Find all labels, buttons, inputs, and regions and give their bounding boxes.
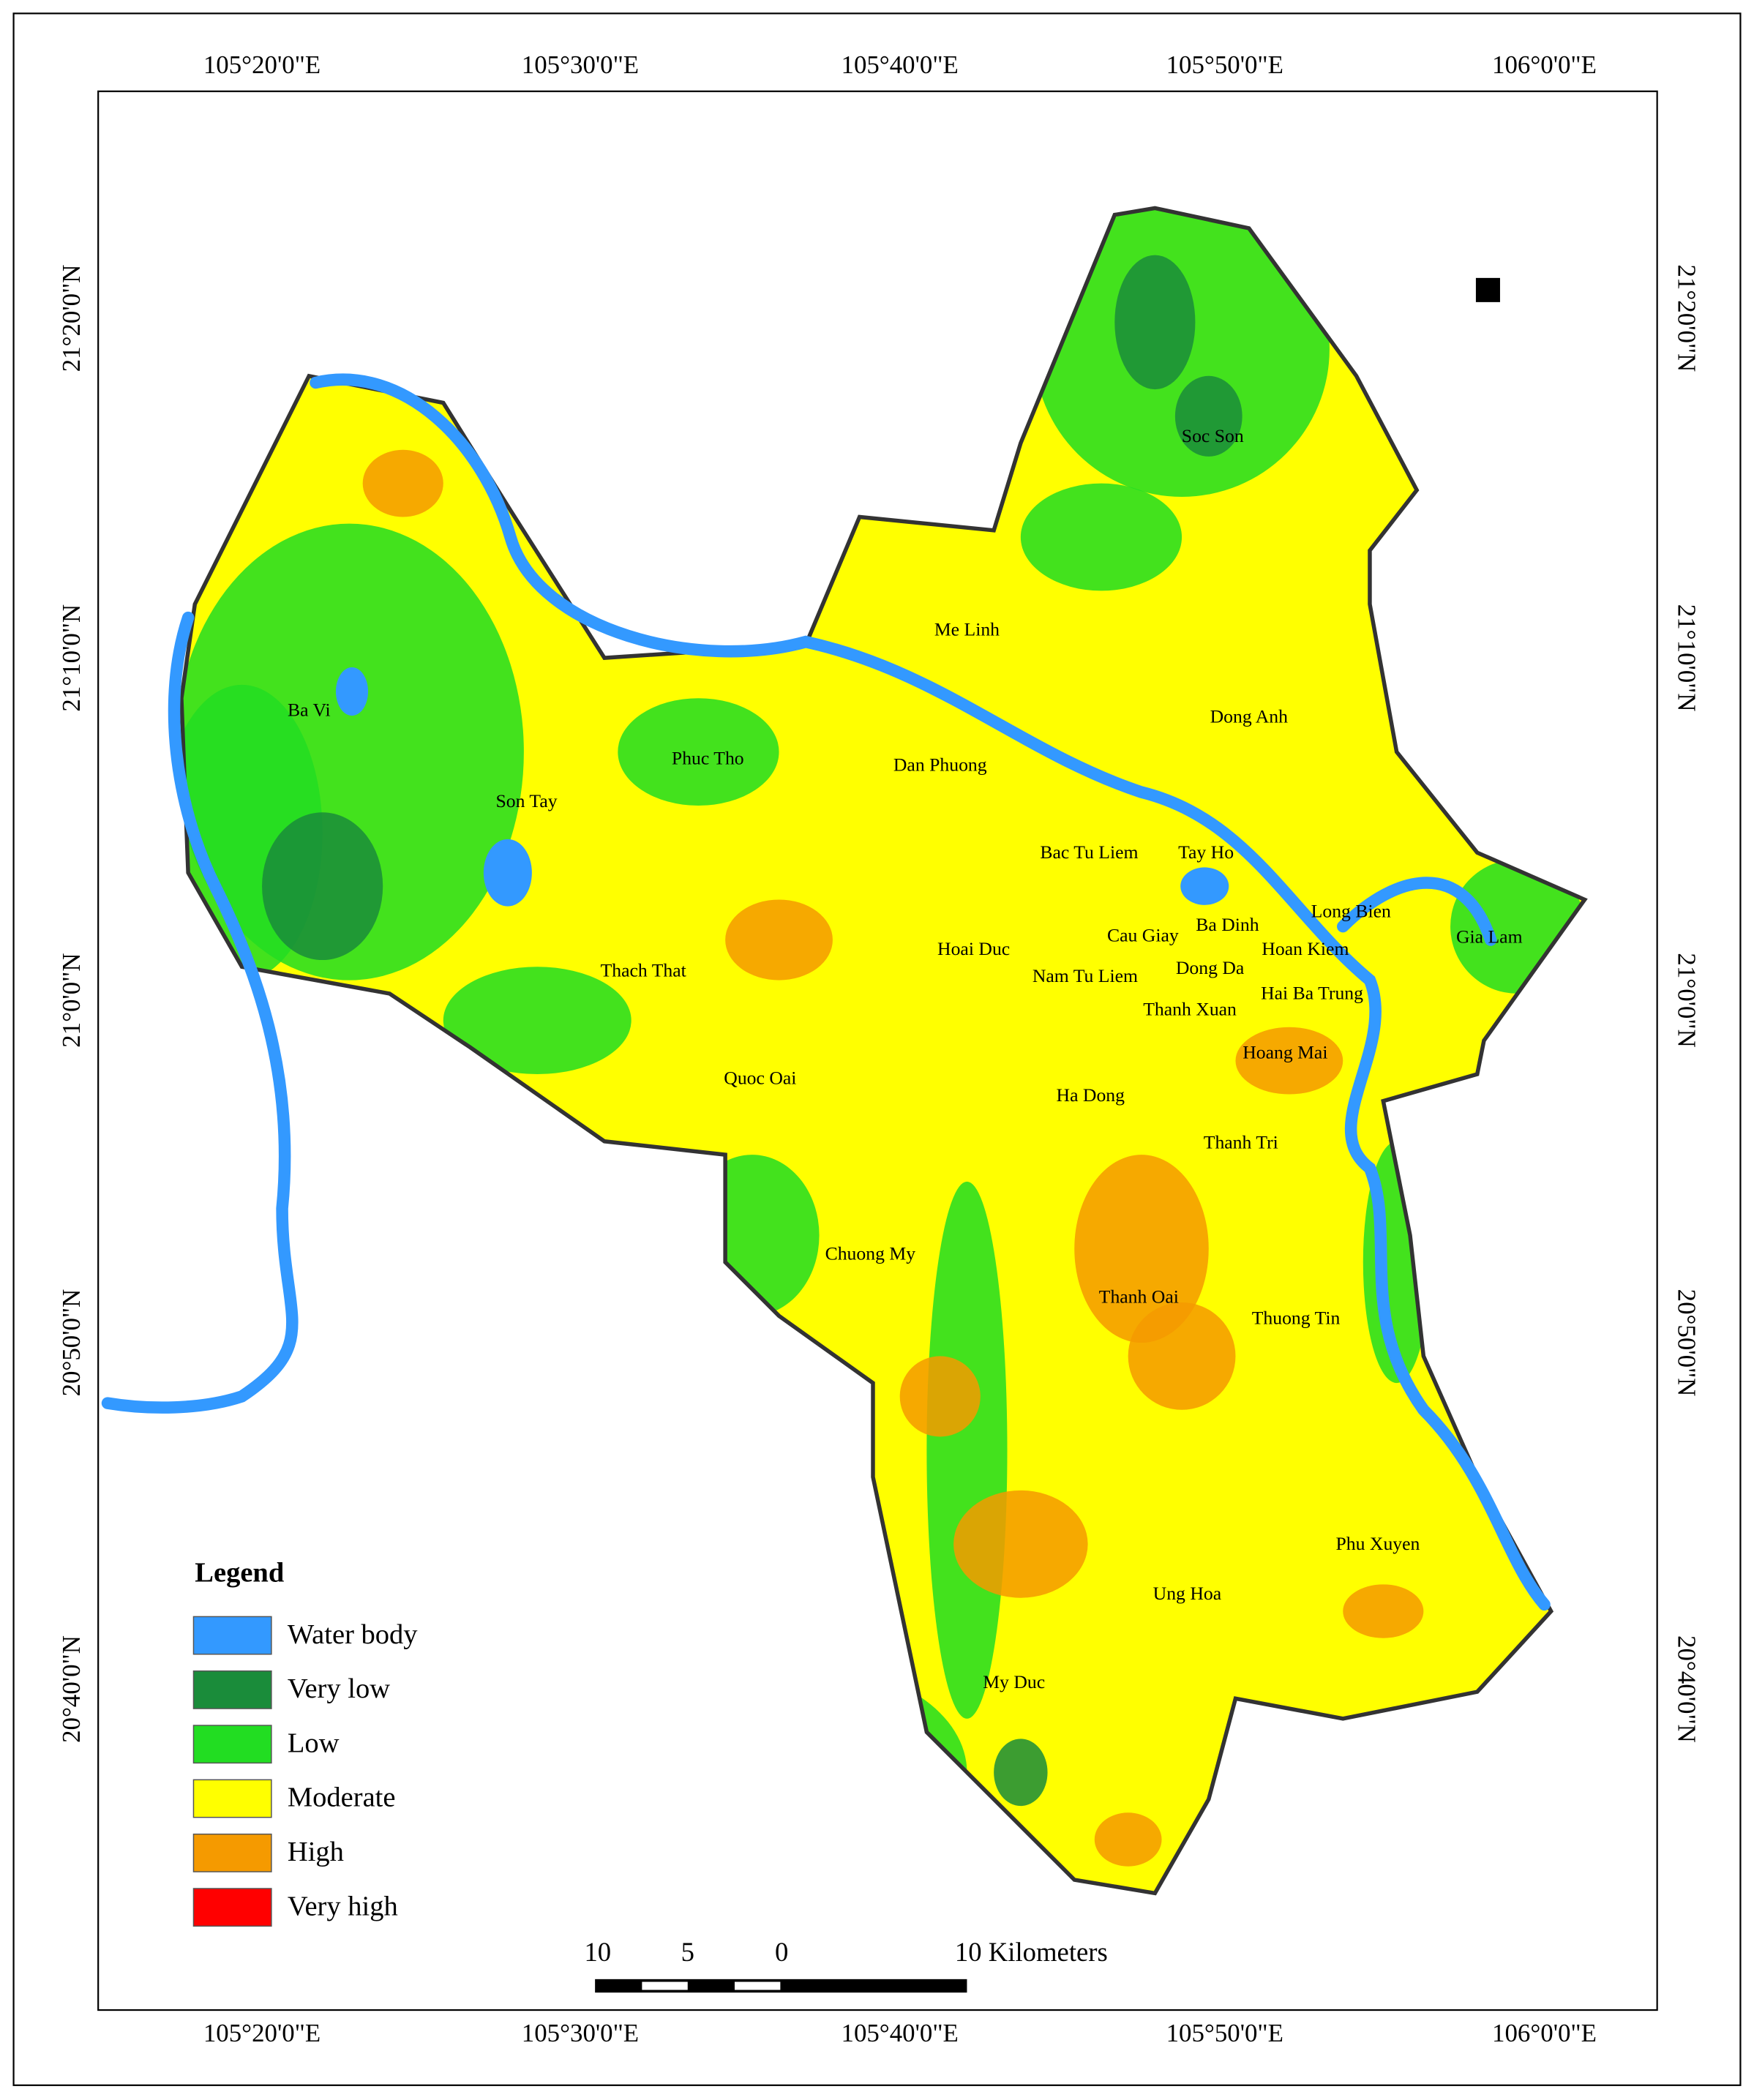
raster-zone bbox=[1020, 483, 1183, 591]
district-label: Tay Ho bbox=[1178, 841, 1234, 863]
raster-zone bbox=[362, 449, 443, 517]
legend-label: Very low bbox=[288, 1673, 390, 1704]
north-marker bbox=[1475, 277, 1500, 302]
district-label: Thanh Xuan bbox=[1143, 999, 1237, 1020]
district-label: Nam Tu Liem bbox=[1032, 965, 1138, 986]
district-label: Me Linh bbox=[934, 618, 1000, 640]
outer-frame bbox=[12, 12, 1742, 2086]
raster-zone bbox=[1074, 1155, 1209, 1343]
raster-zone bbox=[725, 899, 833, 980]
latitude-label: 20°50'0"N bbox=[57, 1289, 86, 1397]
district-label: Dan Phuong bbox=[893, 754, 987, 776]
district-label: Son Tay bbox=[496, 790, 558, 811]
raster-zone bbox=[262, 812, 383, 961]
longitude-label: 105°40'0"E bbox=[842, 2019, 959, 2047]
district-label: Dong Anh bbox=[1210, 706, 1288, 727]
river bbox=[310, 373, 1551, 1611]
latitude-label: 21°10'0"N bbox=[57, 604, 86, 712]
raster-zone bbox=[443, 967, 631, 1075]
scale-label: 10 Kilometers bbox=[955, 1937, 1108, 1967]
latitude-label: 20°40'0"N bbox=[57, 1635, 86, 1743]
district-label: Soc Son bbox=[1182, 425, 1244, 446]
lake bbox=[483, 839, 532, 907]
legend-label: High bbox=[288, 1837, 344, 1867]
legend-swatch bbox=[192, 1725, 272, 1764]
longitude-label: 105°50'0"E bbox=[1166, 50, 1283, 79]
longitude-label: 105°20'0"E bbox=[203, 50, 321, 79]
district-label: Quoc Oai bbox=[724, 1067, 796, 1088]
district-label: Hoai Duc bbox=[937, 938, 1010, 959]
raster-zone bbox=[994, 1739, 1048, 1807]
legend-label: Water body bbox=[288, 1619, 418, 1650]
legend-swatch bbox=[192, 1888, 272, 1927]
district-label: Cau Giay bbox=[1107, 925, 1179, 946]
raster-zone bbox=[953, 1490, 1088, 1598]
scale-bar bbox=[595, 1979, 967, 1993]
latitude-label: 20°50'0"N bbox=[1672, 1289, 1701, 1397]
latitude-label: 21°10'0"N bbox=[1672, 604, 1701, 712]
district-label: Thuong Tin bbox=[1252, 1308, 1341, 1329]
legend-swatch bbox=[192, 1833, 272, 1872]
raster-zone bbox=[1174, 375, 1243, 457]
district-label: My Duc bbox=[983, 1671, 1045, 1692]
labels: 105°20'0"E 105°30'0"E 105°40'0"E 105°50'0"E… bbox=[57, 50, 1701, 2047]
longitude-label: 105°30'0"E bbox=[522, 50, 639, 79]
district-label: Ung Hoa bbox=[1153, 1583, 1222, 1604]
legend-swatch bbox=[192, 1670, 272, 1709]
latitude-label: 21°0'0"N bbox=[1672, 953, 1701, 1047]
longitude-label: 105°20'0"E bbox=[203, 2019, 321, 2047]
raster-zone bbox=[926, 1181, 1008, 1719]
scale-label: 10 bbox=[584, 1937, 611, 1967]
district-label: Thanh Tri bbox=[1204, 1131, 1278, 1152]
district-label: Ha Dong bbox=[1057, 1084, 1125, 1106]
raster-zone bbox=[618, 698, 779, 806]
lake bbox=[1180, 867, 1229, 905]
district-label: Thanh Oai bbox=[1099, 1286, 1179, 1307]
legend-label: Very high bbox=[288, 1891, 398, 1921]
latitude-label: 21°20'0"N bbox=[1672, 265, 1701, 372]
district-label: Ba Dinh bbox=[1196, 914, 1259, 935]
district-label: Hoan Kiem bbox=[1262, 938, 1349, 959]
district-label: Hoang Mai bbox=[1243, 1041, 1327, 1062]
district-label: Thach That bbox=[601, 959, 686, 980]
district-label: Chuong My bbox=[825, 1243, 916, 1264]
scale-label: 5 bbox=[681, 1937, 694, 1967]
longitude-label: 105°50'0"E bbox=[1166, 2019, 1283, 2047]
latitude-label: 21°0'0"N bbox=[57, 953, 86, 1047]
longitude-label: 105°40'0"E bbox=[842, 50, 959, 79]
legend-swatch bbox=[192, 1616, 272, 1655]
district-label: Dong Da bbox=[1176, 957, 1245, 978]
legend-swatch bbox=[192, 1779, 272, 1818]
raster-zone bbox=[1235, 1027, 1343, 1095]
district-label: Gia Lam bbox=[1456, 926, 1523, 948]
longitude-label: 106°0'0"E bbox=[1492, 50, 1597, 79]
river bbox=[101, 611, 299, 1414]
scale-label: 0 bbox=[775, 1937, 788, 1967]
raster-zone bbox=[899, 1356, 981, 1437]
raster-zone bbox=[1094, 1812, 1162, 1867]
district-label: Hai Ba Trung bbox=[1261, 983, 1363, 1004]
legend-title: Legend bbox=[195, 1557, 284, 1588]
rivers bbox=[101, 373, 1551, 1611]
lake bbox=[335, 667, 369, 716]
latitude-label: 21°20'0"N bbox=[57, 265, 86, 372]
longitude-label: 106°0'0"E bbox=[1492, 2019, 1597, 2047]
district-label: Ba Vi bbox=[288, 699, 331, 720]
latitude-label: 20°40'0"N bbox=[1672, 1635, 1701, 1743]
district-label: Long Bien bbox=[1311, 901, 1391, 922]
legend-label: Moderate bbox=[288, 1782, 396, 1813]
legend-label: Low bbox=[288, 1728, 340, 1758]
district-label: Phu Xuyen bbox=[1336, 1533, 1420, 1554]
longitude-label: 105°30'0"E bbox=[522, 2019, 639, 2047]
raster-zone bbox=[1343, 1584, 1424, 1638]
river bbox=[1337, 877, 1497, 946]
district-label: Phuc Tho bbox=[672, 748, 744, 769]
district-label: Bac Tu Liem bbox=[1040, 841, 1138, 863]
raster-zone bbox=[1114, 255, 1196, 390]
raster-zone bbox=[1128, 1302, 1236, 1410]
